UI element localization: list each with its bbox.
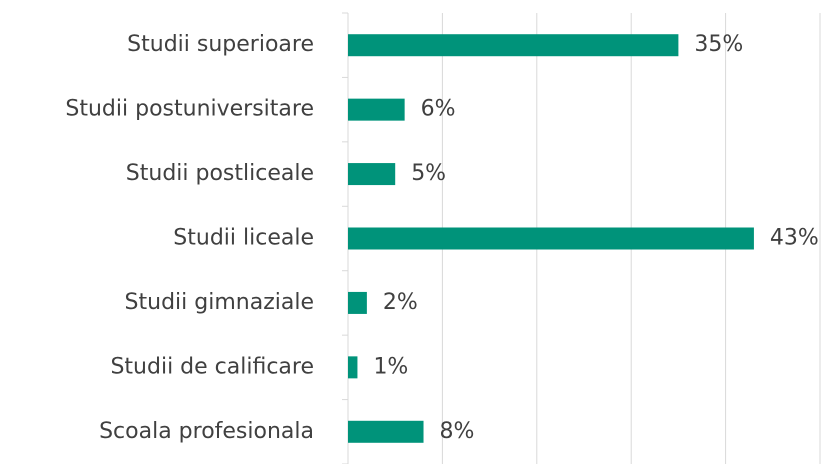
bar xyxy=(348,163,396,186)
value-label: 43% xyxy=(770,226,819,251)
bar xyxy=(348,98,405,121)
bar xyxy=(348,227,754,250)
value-label: 35% xyxy=(694,32,743,57)
value-label: 6% xyxy=(421,97,456,122)
y-tick-label: Studii liceale xyxy=(173,226,314,251)
bar xyxy=(348,291,367,314)
y-tick-label: Studii gimnaziale xyxy=(125,290,314,315)
value-label: 5% xyxy=(411,161,446,186)
y-tick-label: Studii de calificare xyxy=(110,354,314,379)
bar xyxy=(348,34,679,57)
bar xyxy=(348,356,358,379)
value-label: 8% xyxy=(440,419,475,444)
y-tick-label: Studii postuniversitare xyxy=(65,97,314,122)
value-label: 1% xyxy=(373,354,408,379)
bar xyxy=(348,420,424,443)
y-tick-label: Studii postliceale xyxy=(126,161,314,186)
y-tick-label: Studii superioare xyxy=(127,32,314,57)
y-tick-label: Scoala profesionala xyxy=(99,419,314,444)
value-label: 2% xyxy=(383,290,418,315)
